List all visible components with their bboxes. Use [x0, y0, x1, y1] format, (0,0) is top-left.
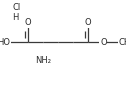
Text: CH₃: CH₃ [118, 38, 126, 47]
Text: H: H [13, 13, 19, 22]
Text: NH₂: NH₂ [35, 56, 51, 65]
Text: O: O [85, 18, 91, 27]
Text: O: O [100, 38, 107, 47]
Text: Cl: Cl [13, 3, 21, 12]
Text: HO: HO [0, 38, 10, 47]
Text: O: O [24, 18, 31, 27]
